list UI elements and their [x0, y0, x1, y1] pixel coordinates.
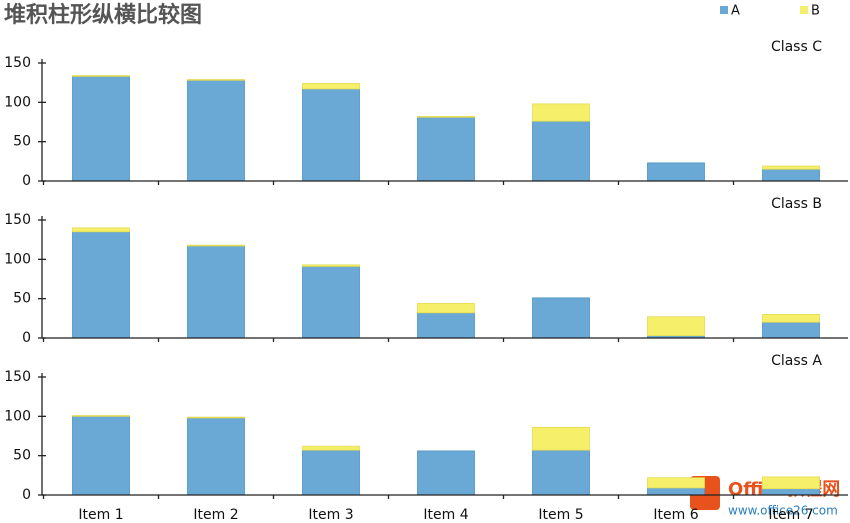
bar-segment — [762, 165, 820, 170]
panel-subtitle: Class B — [771, 196, 822, 212]
y-tick-label: 100 — [4, 94, 31, 110]
bar-segment — [187, 79, 245, 81]
bar-segment — [417, 116, 475, 118]
y-tick-label: 0 — [22, 173, 31, 189]
bar-segment — [72, 75, 130, 77]
y-tick-label: 50 — [13, 291, 31, 307]
x-tick-label: Item 4 — [423, 507, 468, 523]
bar-segment — [762, 313, 820, 323]
bar-segment — [187, 79, 245, 182]
bar-segment — [417, 450, 475, 496]
x-tick-label: Item 6 — [653, 507, 698, 523]
bar-segment — [72, 227, 130, 233]
bar-segment — [72, 415, 130, 496]
bar-segment — [302, 264, 360, 267]
y-tick-label: 150 — [4, 369, 31, 385]
bar-segment — [647, 162, 705, 182]
bar-segment — [187, 245, 245, 339]
chart-title: 堆积柱形纵横比较图 — [4, 2, 202, 28]
bar-segment — [762, 476, 820, 490]
y-tick-label: 150 — [4, 212, 31, 228]
bar-segment — [417, 312, 475, 339]
bar-segment — [762, 168, 820, 182]
panel-subtitle: Class C — [771, 39, 822, 55]
x-tick-label: Item 1 — [78, 507, 123, 523]
legend-label: A — [731, 4, 740, 19]
bar-segment — [302, 445, 360, 451]
bar-segment — [187, 416, 245, 419]
y-tick-label: 150 — [4, 55, 31, 71]
bar-segment — [187, 417, 245, 496]
y-tick-label: 100 — [4, 251, 31, 267]
bar-segment — [762, 488, 820, 496]
x-tick-label: Item 5 — [538, 507, 583, 523]
bar-segment — [417, 302, 475, 314]
bar-segment — [647, 487, 705, 496]
bar-segment — [72, 231, 130, 339]
bar-segment — [187, 244, 245, 247]
bar-segment — [302, 83, 360, 90]
bar-segment — [302, 449, 360, 496]
y-tick-label: 50 — [13, 448, 31, 464]
watermark-url: www.office26.com — [728, 504, 838, 518]
bar-segment — [647, 316, 705, 337]
bar-segment — [532, 426, 590, 451]
panel-subtitle: Class A — [771, 353, 822, 369]
bar-segment — [532, 120, 590, 182]
bar-segment — [532, 297, 590, 339]
bar-segment — [72, 415, 130, 417]
y-tick-label: 100 — [4, 408, 31, 424]
x-tick-label: Item 2 — [193, 507, 238, 523]
x-tick-label: Item 7 — [768, 507, 813, 523]
bar-segment — [532, 103, 590, 122]
legend-label: B — [811, 4, 820, 19]
legend-swatch — [720, 6, 728, 14]
bar-segment — [762, 321, 820, 339]
y-tick-label: 0 — [22, 330, 31, 346]
y-tick-label: 0 — [22, 487, 31, 503]
y-tick-label: 50 — [13, 134, 31, 150]
legend-swatch — [800, 6, 808, 14]
bar-segment — [647, 477, 705, 489]
bar-segment — [302, 88, 360, 182]
x-tick-label: Item 3 — [308, 507, 353, 523]
bar-segment — [302, 266, 360, 339]
bar-segment — [72, 75, 130, 182]
bar-segment — [417, 116, 475, 182]
bar-segment — [532, 449, 590, 496]
